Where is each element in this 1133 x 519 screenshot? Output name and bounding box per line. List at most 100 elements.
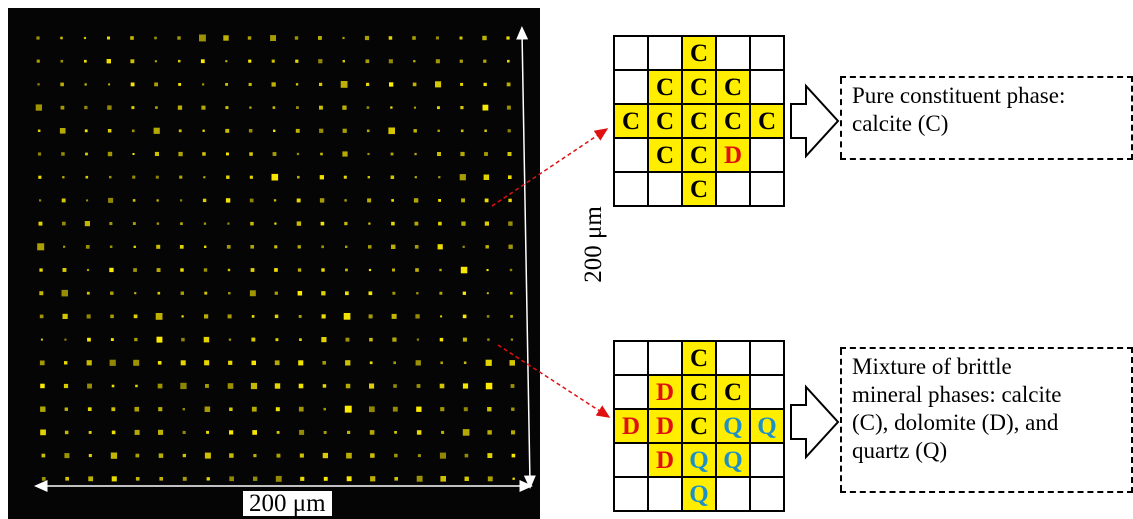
indentation-dot [84,83,87,86]
indentation-dot [321,291,326,296]
indentation-dot [295,83,299,86]
indentation-dot [391,199,394,202]
indentation-dot [178,151,183,157]
indentation-dot [88,476,94,482]
indentation-dot [368,268,372,272]
indentation-dot [250,245,254,249]
grid-cell-phase-C: C [615,105,649,139]
indentation-dot [199,34,206,42]
indentation-dot [415,360,421,366]
indentation-dot [460,151,465,157]
indentation-dot [87,337,91,342]
indentation-dot [460,106,464,110]
indentation-dot [298,406,304,412]
indentation-dot [85,152,88,156]
indentation-dot [156,222,160,225]
callout-line: calcite (C) [852,111,949,136]
grid-cell-phase-C: C [683,105,717,139]
grid-cell-phase-C: C [683,410,717,444]
indentation-dot [62,313,68,319]
indentation-dot [367,176,370,179]
indentation-dot [85,245,90,249]
indentation-dot [366,106,370,109]
grid-cell-empty [615,139,649,173]
indentation-dot [134,429,140,435]
callout-line: mineral phases: calcite [852,382,1062,407]
indentation-dot [135,477,140,481]
indentation-dot [154,36,157,40]
indentation-dot [299,338,302,341]
indentation-dot [60,82,64,87]
callout-line: Mixture of brittle [852,354,1012,379]
indentation-dot [63,245,66,248]
indentation-dot [437,244,443,250]
indentation-dot-grid [35,34,516,482]
indentation-dot [204,452,211,459]
indentation-dot [154,82,158,87]
indentation-dot [178,129,182,133]
indentation-dot [179,175,183,179]
indentation-dot [107,105,112,110]
indentation-dot [38,175,42,179]
indentation-dot [132,222,136,225]
indentation-dot [227,314,232,319]
indentation-dot [464,453,469,458]
indentation-dot [225,198,231,203]
indentation-dot [39,199,42,202]
indentation-dot [86,199,89,202]
indentation-dot [464,476,469,481]
grid-cell-phase-Q: Q [751,410,785,444]
indentation-dot [59,128,66,134]
indentation-dot [346,476,352,482]
indentation-dot [321,314,326,319]
indentation-dot [414,245,419,249]
indentation-dot [64,338,67,341]
indentation-dot [435,59,440,64]
indentation-dot [274,245,278,249]
indentation-dot [229,407,233,411]
indentation-dot [482,35,487,41]
grid-cell-empty [615,71,649,105]
indentation-dot [276,453,281,458]
indentation-dot [156,244,161,249]
indentation-dot [251,337,256,342]
indentation-dot [510,384,515,388]
indentation-dot [111,407,116,412]
indentation-dot [85,175,89,179]
indentation-dot [178,59,181,63]
indentation-dot [38,221,43,226]
indentation-dot [274,222,277,225]
indentation-dot [298,315,302,318]
indentation-dot [37,129,41,132]
indentation-dot [392,268,395,272]
indentation-dot [508,175,512,179]
indentation-dot [134,292,137,295]
indentation-dot [65,476,69,481]
indentation-dot [413,60,416,63]
indentation-dot [462,291,466,295]
indentation-dot [294,36,299,40]
indentation-dot [367,152,370,156]
indentation-dot [318,59,323,64]
indentation-dot [177,105,183,110]
indentation-dot [130,82,135,87]
indentation-dot [202,83,205,86]
indentation-dot [299,429,305,435]
indentation-dot [437,106,440,110]
indentation-dot [180,291,184,295]
grid-cell-phase-C: C [649,105,683,139]
indentation-dot [296,106,299,109]
indentation-dot [509,268,513,272]
indentation-dot [202,152,206,156]
indentation-dot [297,245,301,249]
indentation-dot [158,407,163,412]
indentation-dot [393,384,397,388]
indentation-dot [345,268,348,272]
grid-cell-phase-C: C [683,37,717,71]
indentation-dot [84,105,88,110]
indentation-dot [319,198,325,203]
indentation-dot [347,430,351,434]
indentation-dot [37,243,45,251]
indentation-dot [253,476,258,481]
scale-label-horizontal: 200 μm [243,491,332,516]
